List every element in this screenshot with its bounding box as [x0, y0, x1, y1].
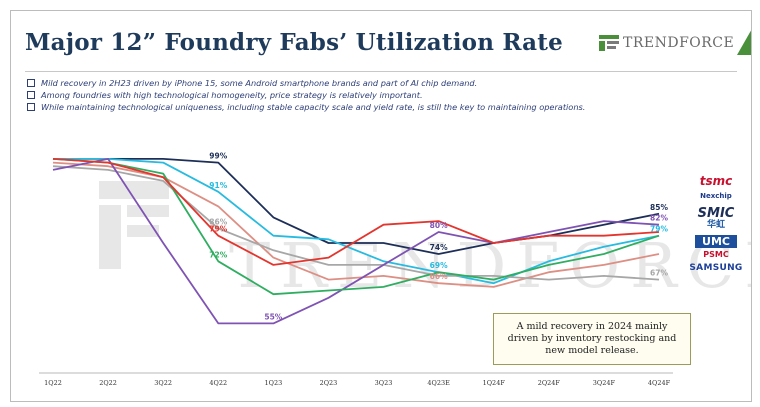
legend-tsmc: tsmc — [699, 174, 733, 188]
point-label-1: 91% — [209, 181, 227, 190]
x-tick-label: 2Q24F — [538, 379, 561, 387]
checkbox-icon — [27, 79, 35, 87]
recovery-note: A mild recovery in 2024 mainly driven by… — [493, 313, 691, 365]
point-label-9: 66% — [430, 272, 448, 281]
bullet-list: Mild recovery in 2H23 driven by iPhone 1… — [27, 77, 585, 113]
point-label-11: 82% — [650, 214, 668, 223]
brand-logo: TRENDFORCE — [599, 35, 734, 51]
x-tick-label: 1Q23 — [264, 379, 282, 387]
company-legend: tsmc Nexchip SMIC 华虹 UMC PSMC SAMSUNG — [681, 175, 751, 273]
x-tick-label: 2Q23 — [320, 379, 338, 387]
point-label-6: 80% — [430, 221, 448, 230]
x-tick-label: 4Q22 — [209, 379, 227, 387]
point-label-3: 79% — [209, 225, 227, 234]
bullet-item: Mild recovery in 2H23 driven by iPhone 1… — [27, 77, 585, 89]
bullet-item: While maintaining technological uniquene… — [27, 101, 585, 113]
point-label-0: 99% — [209, 152, 227, 161]
point-label-8: 69% — [430, 261, 448, 270]
bullet-text: While maintaining technological uniquene… — [41, 102, 586, 112]
series-line-5 — [52, 158, 660, 296]
bullet-item: Among foundries with high technological … — [27, 89, 585, 101]
point-label-4: 72% — [209, 250, 227, 259]
series-line-4 — [52, 157, 660, 325]
point-label-10: 85% — [650, 203, 668, 212]
brand-name: TRENDFORCE — [623, 35, 735, 51]
legend-umc: UMC — [695, 235, 737, 248]
utilization-line-chart: 99%91%86%79%72%55%80%74%69%66%85%82%79%6… — [39, 152, 673, 387]
page-title: Major 12” Foundry Fabs’ Utilization Rate — [25, 29, 563, 56]
corner-accent — [737, 27, 751, 55]
point-label-13: 67% — [650, 269, 668, 278]
legend-nexchip: Nexchip — [700, 192, 732, 200]
legend-psmc: PSMC — [703, 250, 729, 259]
legend-samsung: SAMSUNG — [689, 263, 743, 273]
checkbox-icon — [27, 91, 35, 99]
series-line-6 — [52, 158, 660, 266]
x-tick-label: 3Q23 — [375, 379, 393, 387]
x-tick-label: 4Q23E — [427, 379, 450, 387]
title-divider — [25, 71, 737, 72]
bullet-text: Among foundries with high technological … — [41, 90, 423, 100]
point-label-12: 79% — [650, 225, 668, 234]
x-tick-label: 1Q22 — [44, 379, 62, 387]
checkbox-icon — [27, 103, 35, 111]
series-line-0 — [53, 157, 660, 255]
legend-smic: SMIC — [697, 206, 735, 221]
x-tick-label: 1Q24F — [483, 379, 506, 387]
x-tick-label: 4Q24F — [648, 379, 671, 387]
series-line-2 — [53, 157, 660, 285]
legend-huahong: 华虹 — [706, 220, 725, 230]
bullet-text: Mild recovery in 2H23 driven by iPhone 1… — [41, 78, 478, 88]
x-tick-label: 2Q22 — [99, 379, 117, 387]
report-slide: Major 12” Foundry Fabs’ Utilization Rate… — [10, 10, 752, 402]
series-line-1 — [52, 161, 660, 288]
x-tick-label: 3Q24F — [593, 379, 616, 387]
trendforce-logo-icon — [599, 35, 619, 51]
series-line-3 — [52, 165, 660, 281]
x-tick-label: 3Q22 — [154, 379, 172, 387]
point-label-5: 55% — [264, 312, 282, 321]
point-label-7: 74% — [430, 243, 448, 252]
point-label-2: 86% — [209, 217, 227, 226]
